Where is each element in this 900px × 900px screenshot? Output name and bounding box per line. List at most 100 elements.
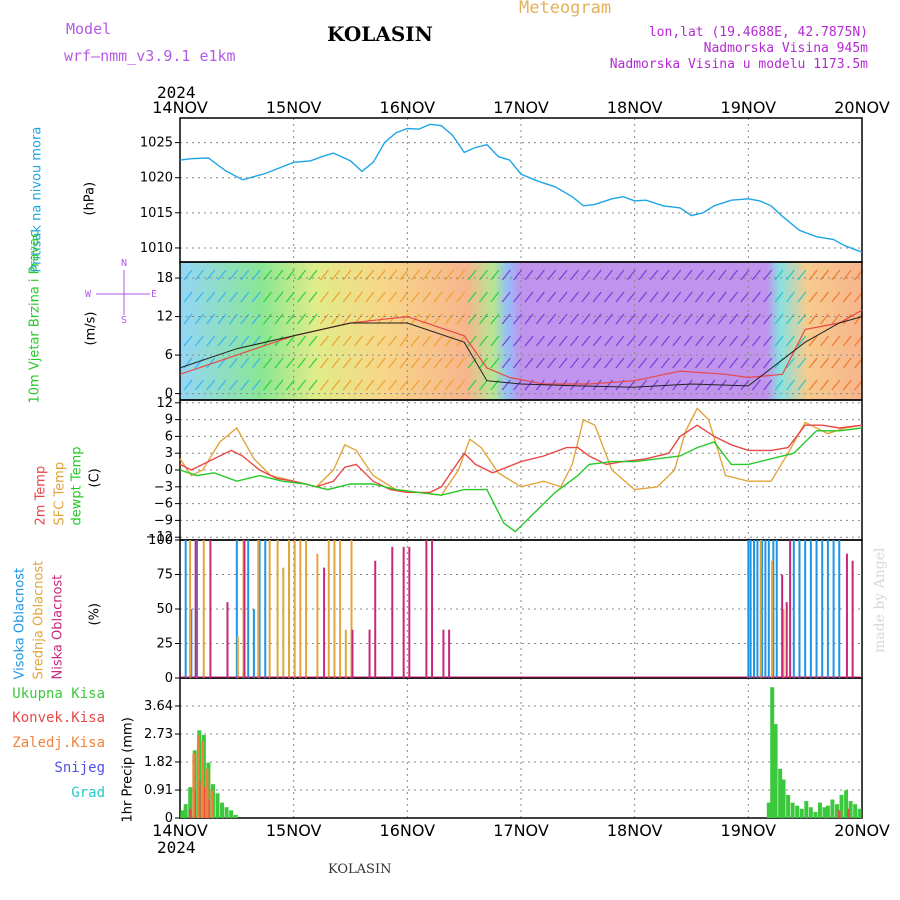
wind-arrow: [319, 335, 329, 347]
wind-arrow: [479, 313, 489, 325]
wind-arrow: [706, 335, 716, 347]
wind-arrow: [194, 357, 204, 369]
wind-arrow: [501, 269, 511, 281]
wind-arrow: [444, 379, 454, 391]
frozen-precip-bar: [210, 790, 214, 818]
wind-arrow: [433, 291, 443, 303]
wind-arrow: [763, 335, 773, 347]
wind-arrow: [740, 379, 750, 391]
wind-arrow: [649, 269, 659, 281]
wind-arrow: [274, 357, 284, 369]
wind-arrow: [342, 335, 352, 347]
wind-arrow: [422, 291, 432, 303]
wind-arrow: [376, 379, 386, 391]
wind-arrow: [751, 313, 761, 325]
wind-arrow: [808, 335, 818, 347]
wind-arrow: [672, 269, 682, 281]
total-precip-bar: [233, 814, 238, 818]
wind-arrow: [683, 379, 693, 391]
wind-arrow: [376, 357, 386, 369]
wind-arrow: [422, 379, 432, 391]
wind-arrow: [524, 269, 534, 281]
wind-arrow: [513, 335, 523, 347]
ytick-label: 9: [165, 413, 173, 428]
wind-arrow: [717, 335, 727, 347]
wind-arrow: [581, 291, 591, 303]
wind-arrow: [569, 379, 579, 391]
wind-arrow: [240, 313, 250, 325]
wind-arrow: [513, 357, 523, 369]
wind-arrow: [774, 269, 784, 281]
frozen-precip-bar: [196, 734, 200, 818]
wind-arrow: [774, 335, 784, 347]
wind-arrow: [558, 313, 568, 325]
wind-arrow: [388, 313, 398, 325]
wind-arrow: [547, 291, 557, 303]
wind-arrow: [717, 291, 727, 303]
wind-arrow: [319, 313, 329, 325]
ytick-label: 1015: [140, 206, 173, 221]
wind-arrow: [410, 379, 420, 391]
wind-arrow: [524, 291, 534, 303]
wind-arrow: [831, 291, 841, 303]
wind-arrow: [729, 357, 739, 369]
xtick-top: 17NOV: [493, 98, 549, 117]
wind-arrow: [354, 379, 363, 391]
conv-precip-bar: [847, 808, 850, 818]
ytick-label: 0: [165, 811, 173, 826]
total-precip-bar: [853, 804, 858, 818]
conv-precip-bar: [838, 810, 841, 818]
wind-arrow: [422, 335, 432, 347]
ytick-label: 0: [165, 387, 173, 402]
wind-arrow: [319, 269, 329, 281]
wind-arrow: [842, 269, 852, 281]
wind-arrow: [297, 269, 307, 281]
total-precip-bar: [839, 794, 844, 818]
xtick-bottom: 14NOV: [152, 821, 208, 840]
precip-label-conv: Konvek.Kisa: [12, 710, 105, 726]
wind-arrow: [354, 335, 363, 347]
wind-arrow: [797, 335, 807, 347]
total-precip-bar: [773, 724, 778, 818]
ytick-label: 0.91: [144, 783, 173, 798]
wind-arrow: [717, 357, 727, 369]
wind-arrow: [297, 335, 307, 347]
wind-arrow: [797, 313, 807, 325]
wind-arrow: [376, 335, 386, 347]
wind-arrow: [206, 313, 216, 325]
wind-arrow: [297, 313, 307, 325]
wind-arrow: [410, 291, 420, 303]
wind-arrow: [524, 335, 534, 347]
wind-arrow: [433, 313, 443, 325]
total-precip-bar: [804, 801, 809, 818]
wind-arrow: [547, 313, 557, 325]
wind-arrow: [785, 291, 795, 303]
ytick-label: −3: [154, 480, 173, 495]
station-title: KOLASIN: [327, 22, 433, 46]
compass-east: E: [151, 289, 158, 300]
wind-arrow: [660, 291, 670, 303]
wind-arrow: [581, 313, 591, 325]
wind-arrow: [263, 313, 273, 325]
wind-arrow: [240, 357, 250, 369]
wind-arrow: [194, 313, 204, 325]
wind-arrow: [604, 269, 614, 281]
ytick-label: −12: [146, 530, 173, 545]
wind-arrow: [751, 379, 761, 391]
wind-arrow: [308, 357, 318, 369]
xtick-top: 14NOV: [152, 98, 208, 117]
wind-arrow: [490, 357, 500, 369]
wind-arrow: [342, 269, 352, 281]
wind-arrow: [729, 291, 739, 303]
total-precip-bar: [817, 802, 822, 818]
wind-arrow: [217, 313, 227, 325]
wind-arrow: [217, 269, 227, 281]
wind-arrow: [763, 379, 773, 391]
ytick-label: 50: [156, 602, 173, 617]
wind-arrow: [399, 357, 409, 369]
wind-arrow: [774, 291, 784, 303]
wind-arrow: [717, 313, 727, 325]
wind-arrow: [422, 357, 432, 369]
wind-arrow: [592, 357, 602, 369]
ytick-label: 3: [165, 446, 173, 461]
